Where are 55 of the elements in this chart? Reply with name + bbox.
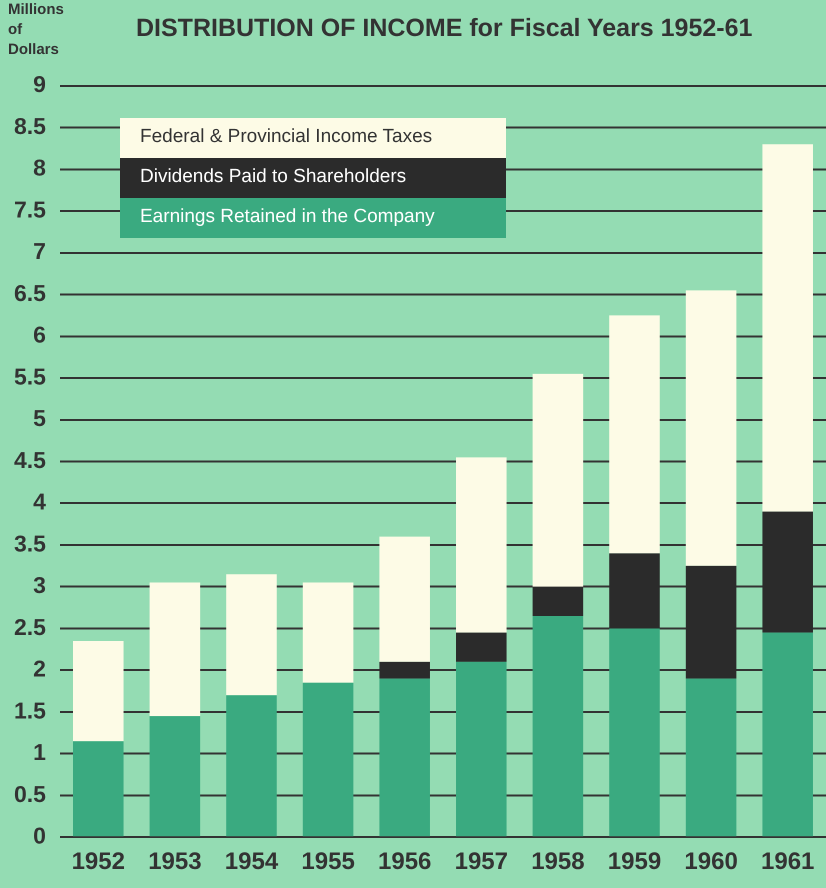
x-tick-label: 1958 (531, 848, 585, 876)
bar (150, 582, 200, 716)
y-tick-label: 1 (33, 739, 46, 766)
y-tick-label: 5.5 (14, 363, 46, 390)
y-tick-label: 3.5 (14, 530, 46, 556)
y-tick-label: 1.5 (14, 697, 46, 724)
x-tick-label: 1952 (72, 848, 125, 876)
bar (72, 741, 124, 836)
x-tick-label: 1957 (454, 848, 508, 876)
x-tick-label: 1955 (301, 848, 355, 876)
y-tick-label: 4 (33, 488, 46, 515)
bar (609, 315, 660, 554)
bar (762, 632, 813, 836)
x-tick-label: 1961 (761, 848, 814, 876)
x-tick-label: 1959 (608, 848, 662, 876)
y-tick-label: 6 (33, 322, 46, 348)
y-tick-label: 9 (33, 71, 46, 98)
bar (686, 290, 736, 566)
bar (456, 662, 507, 836)
bar (226, 695, 277, 836)
bar (302, 682, 354, 836)
y-tick-label: 0.5 (14, 780, 46, 807)
bar (532, 374, 584, 587)
text: Dividends Paid to Shareholders (120, 158, 506, 198)
y-tick-label: 6.5 (14, 280, 46, 306)
y-tick-label: 0 (33, 822, 46, 849)
bar (532, 616, 584, 836)
bar (379, 536, 430, 662)
y-tick-label: 7.5 (14, 196, 46, 222)
y-tick-label: 2 (33, 656, 46, 682)
x-tick-label: 1953 (148, 848, 202, 876)
chart-title: DISTRIBUTION OF INCOME for Fiscal Years 1952-61 (136, 14, 752, 43)
bar (302, 582, 354, 683)
bar (456, 632, 507, 662)
bar (72, 641, 124, 742)
x-tick-label: 1960 (684, 848, 738, 876)
y-tick-label: 7 (33, 238, 46, 264)
y-tick-label: 3 (33, 572, 46, 598)
bar (226, 574, 277, 696)
y-tick-label: 2.5 (14, 614, 46, 640)
y-tick-label: 8.5 (14, 112, 46, 139)
y-tick-label: 8 (33, 154, 46, 181)
x-tick-label: 1954 (224, 848, 279, 876)
bar (686, 678, 736, 836)
bar (762, 144, 813, 512)
x-tick-label: 1956 (378, 848, 432, 876)
bar (379, 678, 430, 836)
text: Federal & Provincial Income Taxes (120, 118, 506, 158)
y-axis-title: Millions of Dollars (8, 0, 65, 60)
y-tick-label: 4.5 (14, 446, 46, 473)
bar (150, 716, 200, 836)
text: Earnings Retained in the Company (120, 198, 506, 238)
bar (609, 628, 660, 836)
bar (456, 457, 507, 633)
y-tick-label: 5 (33, 405, 46, 432)
